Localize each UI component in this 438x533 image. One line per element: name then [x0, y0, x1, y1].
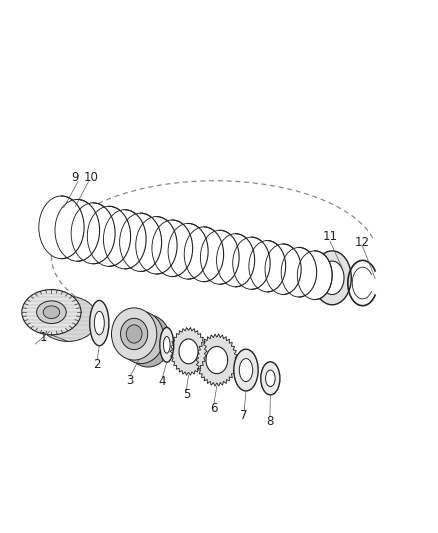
Ellipse shape	[239, 359, 253, 382]
Ellipse shape	[297, 251, 332, 300]
Ellipse shape	[281, 247, 317, 297]
Text: 1: 1	[39, 330, 47, 343]
Ellipse shape	[160, 327, 174, 362]
Ellipse shape	[39, 296, 98, 342]
Polygon shape	[196, 334, 238, 386]
Ellipse shape	[265, 244, 301, 294]
Ellipse shape	[216, 233, 254, 287]
Text: 9: 9	[71, 171, 78, 184]
Ellipse shape	[71, 203, 115, 264]
Ellipse shape	[112, 308, 157, 360]
Ellipse shape	[206, 346, 228, 374]
Ellipse shape	[39, 196, 84, 259]
Text: 7: 7	[240, 409, 248, 422]
Ellipse shape	[168, 223, 208, 279]
Polygon shape	[170, 328, 207, 375]
Ellipse shape	[313, 251, 351, 305]
Ellipse shape	[43, 306, 60, 319]
Ellipse shape	[249, 240, 286, 292]
Ellipse shape	[152, 220, 193, 277]
Ellipse shape	[320, 261, 344, 295]
Ellipse shape	[261, 362, 280, 395]
Text: 4: 4	[159, 375, 166, 389]
Ellipse shape	[233, 237, 270, 289]
Ellipse shape	[179, 339, 198, 364]
Ellipse shape	[125, 315, 171, 367]
Ellipse shape	[37, 301, 66, 324]
Ellipse shape	[90, 301, 109, 346]
Ellipse shape	[163, 336, 170, 353]
Ellipse shape	[184, 227, 224, 281]
Text: 12: 12	[355, 236, 370, 248]
Text: 5: 5	[183, 389, 190, 401]
Text: 3: 3	[127, 374, 134, 387]
Ellipse shape	[201, 230, 239, 284]
Text: 2: 2	[93, 358, 101, 371]
Ellipse shape	[22, 289, 81, 335]
Ellipse shape	[265, 370, 275, 386]
Ellipse shape	[136, 216, 177, 274]
Ellipse shape	[120, 318, 148, 350]
Text: 10: 10	[83, 171, 98, 184]
Ellipse shape	[87, 206, 131, 266]
Ellipse shape	[103, 209, 146, 269]
Text: 11: 11	[322, 230, 338, 244]
Ellipse shape	[120, 213, 162, 271]
Ellipse shape	[234, 349, 258, 391]
Ellipse shape	[126, 325, 142, 343]
Ellipse shape	[94, 311, 104, 335]
Text: 8: 8	[266, 415, 274, 427]
Ellipse shape	[118, 311, 164, 364]
Ellipse shape	[55, 199, 99, 261]
Text: 6: 6	[210, 402, 218, 415]
